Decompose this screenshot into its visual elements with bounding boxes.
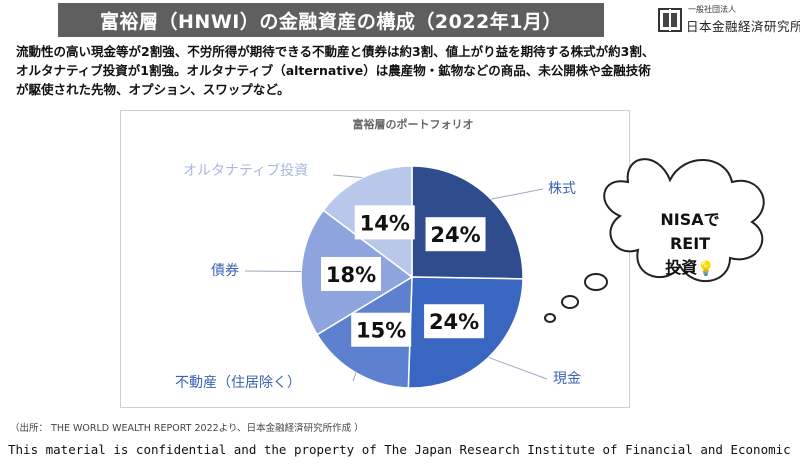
value-label: 24% <box>430 223 480 247</box>
value-label-box <box>354 205 415 240</box>
category-label: 現金 <box>553 371 581 387</box>
page-title: 富裕層（HNWI）の金融資産の構成（2022年1月） <box>58 3 604 37</box>
category-label: 債券 <box>211 263 239 279</box>
value-label-box <box>321 256 382 291</box>
value-label-box <box>425 217 486 252</box>
logo-name: 日本金融経済研究所 <box>686 19 800 34</box>
lightbulb-icon: 💡 <box>697 261 715 277</box>
bubble-line: NISAで <box>660 210 720 229</box>
logo: 一般社団法人 日本金融経済研究所 <box>658 4 800 38</box>
description-line: が駆使された先物、オプション、スワップなど。 <box>16 82 290 97</box>
category-label: 株式 <box>548 181 576 197</box>
value-label: 14% <box>360 211 410 235</box>
leader-line <box>491 188 544 200</box>
page-title-text: 富裕層（HNWI）の金融資産の構成（2022年1月） <box>100 10 562 33</box>
confidential-footer: This material is confidential and the pr… <box>8 442 791 457</box>
value-label-box <box>424 304 485 339</box>
thought-bubble-icon <box>544 158 765 323</box>
category-label: オルタナティブ投資 <box>183 162 308 179</box>
bubble-line: REIT <box>669 234 711 253</box>
bubble-text: NISAで REIT 投資💡 <box>642 208 738 281</box>
value-label: 18% <box>326 263 376 287</box>
value-label-box <box>351 312 412 347</box>
description-line: オルタナティブ投資が1割強。オルタナティブ（alternative）は農産物・鉱… <box>16 63 651 78</box>
leader-line <box>352 372 357 382</box>
description-line: 流動性の高い現金等が2割強、不労所得が期待できる不動産と債券は約3割、値上がり益… <box>16 44 655 59</box>
pie-chart-panel: 富裕層のポートフォリオ 24% 24% 15% 18% 14% 株式現金 不動産（住居除く… <box>120 110 630 408</box>
bubble-line-3: 投資💡 <box>642 256 738 281</box>
leader-line <box>488 356 548 380</box>
value-label: 24% <box>429 310 479 334</box>
chart-title: 富裕層のポートフォリオ <box>353 117 474 131</box>
leader-line <box>332 174 363 179</box>
category-label: 不動産（住居除く） <box>175 375 301 391</box>
logo-mark-icon <box>658 8 682 32</box>
source-note: （出所： THE WORLD WEALTH REPORT 2022より、日本金融… <box>10 423 364 434</box>
bubble-line: 投資 <box>665 258 698 277</box>
logo-subtitle: 一般社団法人 <box>688 5 736 14</box>
value-label: 15% <box>356 319 406 343</box>
description: 流動性の高い現金等が2割強、不労所得が期待できる不動産と債券は約3割、値上がり益… <box>16 42 796 99</box>
